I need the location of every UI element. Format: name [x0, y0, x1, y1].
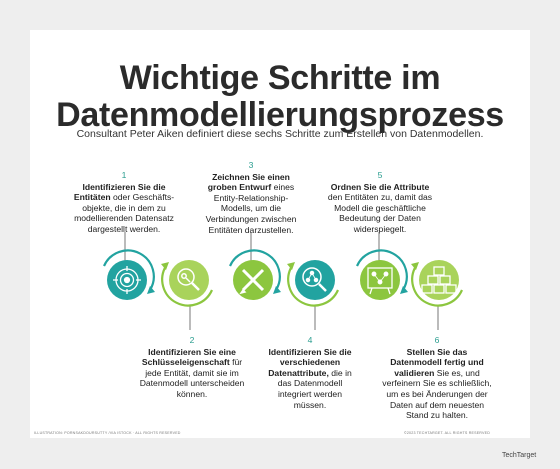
step-1-number: 1	[121, 170, 127, 180]
ring-5	[355, 249, 408, 291]
step-2-bold: Identifizieren Sie eine Schlüsseleigensc…	[141, 346, 236, 368]
arrow-6	[411, 262, 419, 270]
step-4-rest: die in das Datenmodell integriert werden…	[277, 367, 352, 410]
ring-arrowheads	[147, 262, 419, 294]
ring-3	[228, 249, 281, 291]
step-5-text: 5 Ordnen Sie die Attribute den Entitäten…	[325, 170, 435, 235]
arrow-5	[400, 286, 408, 294]
step-4-number: 4	[307, 335, 313, 345]
illustration-credit: ILLUSTRATION: PORNSAKDOURSUTTY /VIA ISTO…	[34, 431, 181, 435]
step-1-rest: oder Geschäfts-objekte, die in dem zu mo…	[74, 192, 175, 234]
copyright-notice: ©2023 TECHTARGET. ALL RIGHTS RESERVED	[404, 431, 491, 435]
step-3-text: 3 Zeichnen Sie einen groben Entwurf eine…	[200, 160, 302, 235]
step-6-bold: Stellen Sie das Datenmodell fertig und v…	[390, 346, 484, 378]
process-rings	[102, 249, 464, 307]
arrow-2	[161, 262, 169, 270]
step-1-bold: Identifizieren Sie die Entitäten	[73, 181, 166, 203]
techtarget-logo: TechTarget	[502, 452, 537, 459]
title-line-2: Datenmodellierungsprozess	[56, 96, 504, 134]
step-6-circle	[419, 260, 459, 300]
step-3-rest: eines Entity-Relationship-Modells, um di…	[205, 182, 297, 235]
pencil-ruler-icon	[239, 268, 265, 295]
step-5-bold: Ordnen Sie die Attribute	[330, 181, 430, 192]
step-2-text: 2 Identifizieren Sie eine Schlüsseleigen…	[138, 335, 246, 400]
arrow-4	[287, 262, 295, 270]
stacked-boxes-icon	[421, 266, 457, 294]
arrow-1	[147, 286, 155, 294]
ring-1	[102, 249, 155, 291]
ring-6	[411, 265, 464, 307]
step-3-number: 3	[248, 160, 254, 170]
step-6-text: 6 Stellen Sie das Datenmodell fertig und…	[380, 335, 494, 421]
network-board-icon	[367, 267, 393, 295]
step-1-text: 1 Identifizieren Sie die Entitäten oder …	[68, 170, 180, 235]
page-title: Wichtige Schritte im Datenmodellierungsp…	[0, 60, 560, 134]
content-card	[30, 30, 530, 438]
step-4-bold: Identifizieren Sie die verschiedenen Dat…	[268, 346, 352, 378]
ring-4	[287, 265, 340, 307]
title-line-1: Wichtige Schritte im	[119, 59, 441, 97]
step-3-bold: Zeichnen Sie einen groben Entwurf	[207, 171, 290, 193]
leader-lines	[124, 232, 439, 330]
step-2-number: 2	[189, 335, 195, 345]
magnifier-network-icon	[302, 267, 327, 292]
ring-2	[161, 265, 214, 307]
step-6-rest: Sie es, und verfeinern Sie es schließlic…	[382, 367, 492, 421]
step-5-number: 5	[377, 170, 383, 180]
step-4-text: 4 Identifizieren Sie die verschiedenen D…	[266, 335, 354, 410]
page-subtitle: Consultant Peter Aiken definiert diese s…	[76, 128, 484, 140]
step-6-number: 6	[434, 335, 440, 345]
step-5-rest: den Entitäten zu, damit das Modell die g…	[327, 192, 433, 234]
target-brain-icon	[113, 266, 141, 294]
arrow-3	[273, 286, 281, 294]
step-2-rest: für jede Entität, damit sie im Datenmode…	[139, 357, 245, 399]
magnifier-key-icon	[177, 268, 200, 291]
